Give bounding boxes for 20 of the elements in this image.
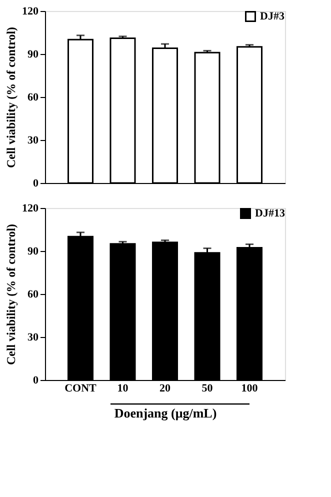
y-tick-label: 120 [22,6,39,18]
y-tick-label: 120 [22,202,39,214]
y-tick-label: 60 [28,288,39,300]
y-tick-label: 30 [28,332,39,344]
y-tick-label: 90 [28,48,39,60]
x-tick-label: 100 [241,382,258,394]
y-axis-title: Cell viability (% of control) [4,224,18,366]
y-tick-label: 90 [28,246,39,258]
y-tick-label: 30 [28,134,39,146]
x-tick-label: 20 [160,382,171,394]
y-tick-label: 0 [33,178,39,190]
legend-label: DJ#3 [260,10,285,22]
legend-label: DJ#13 [255,208,286,220]
x-tick-label: 10 [117,382,129,394]
y-tick-label: 0 [33,374,39,386]
x-tick-label: 50 [202,382,214,394]
y-tick-label: 60 [28,92,39,104]
x-axis-title: Doenjang (μg/mL) [114,406,217,420]
y-axis-title: Cell viability (% of control) [4,26,18,168]
x-tick-label: CONT [64,382,98,394]
